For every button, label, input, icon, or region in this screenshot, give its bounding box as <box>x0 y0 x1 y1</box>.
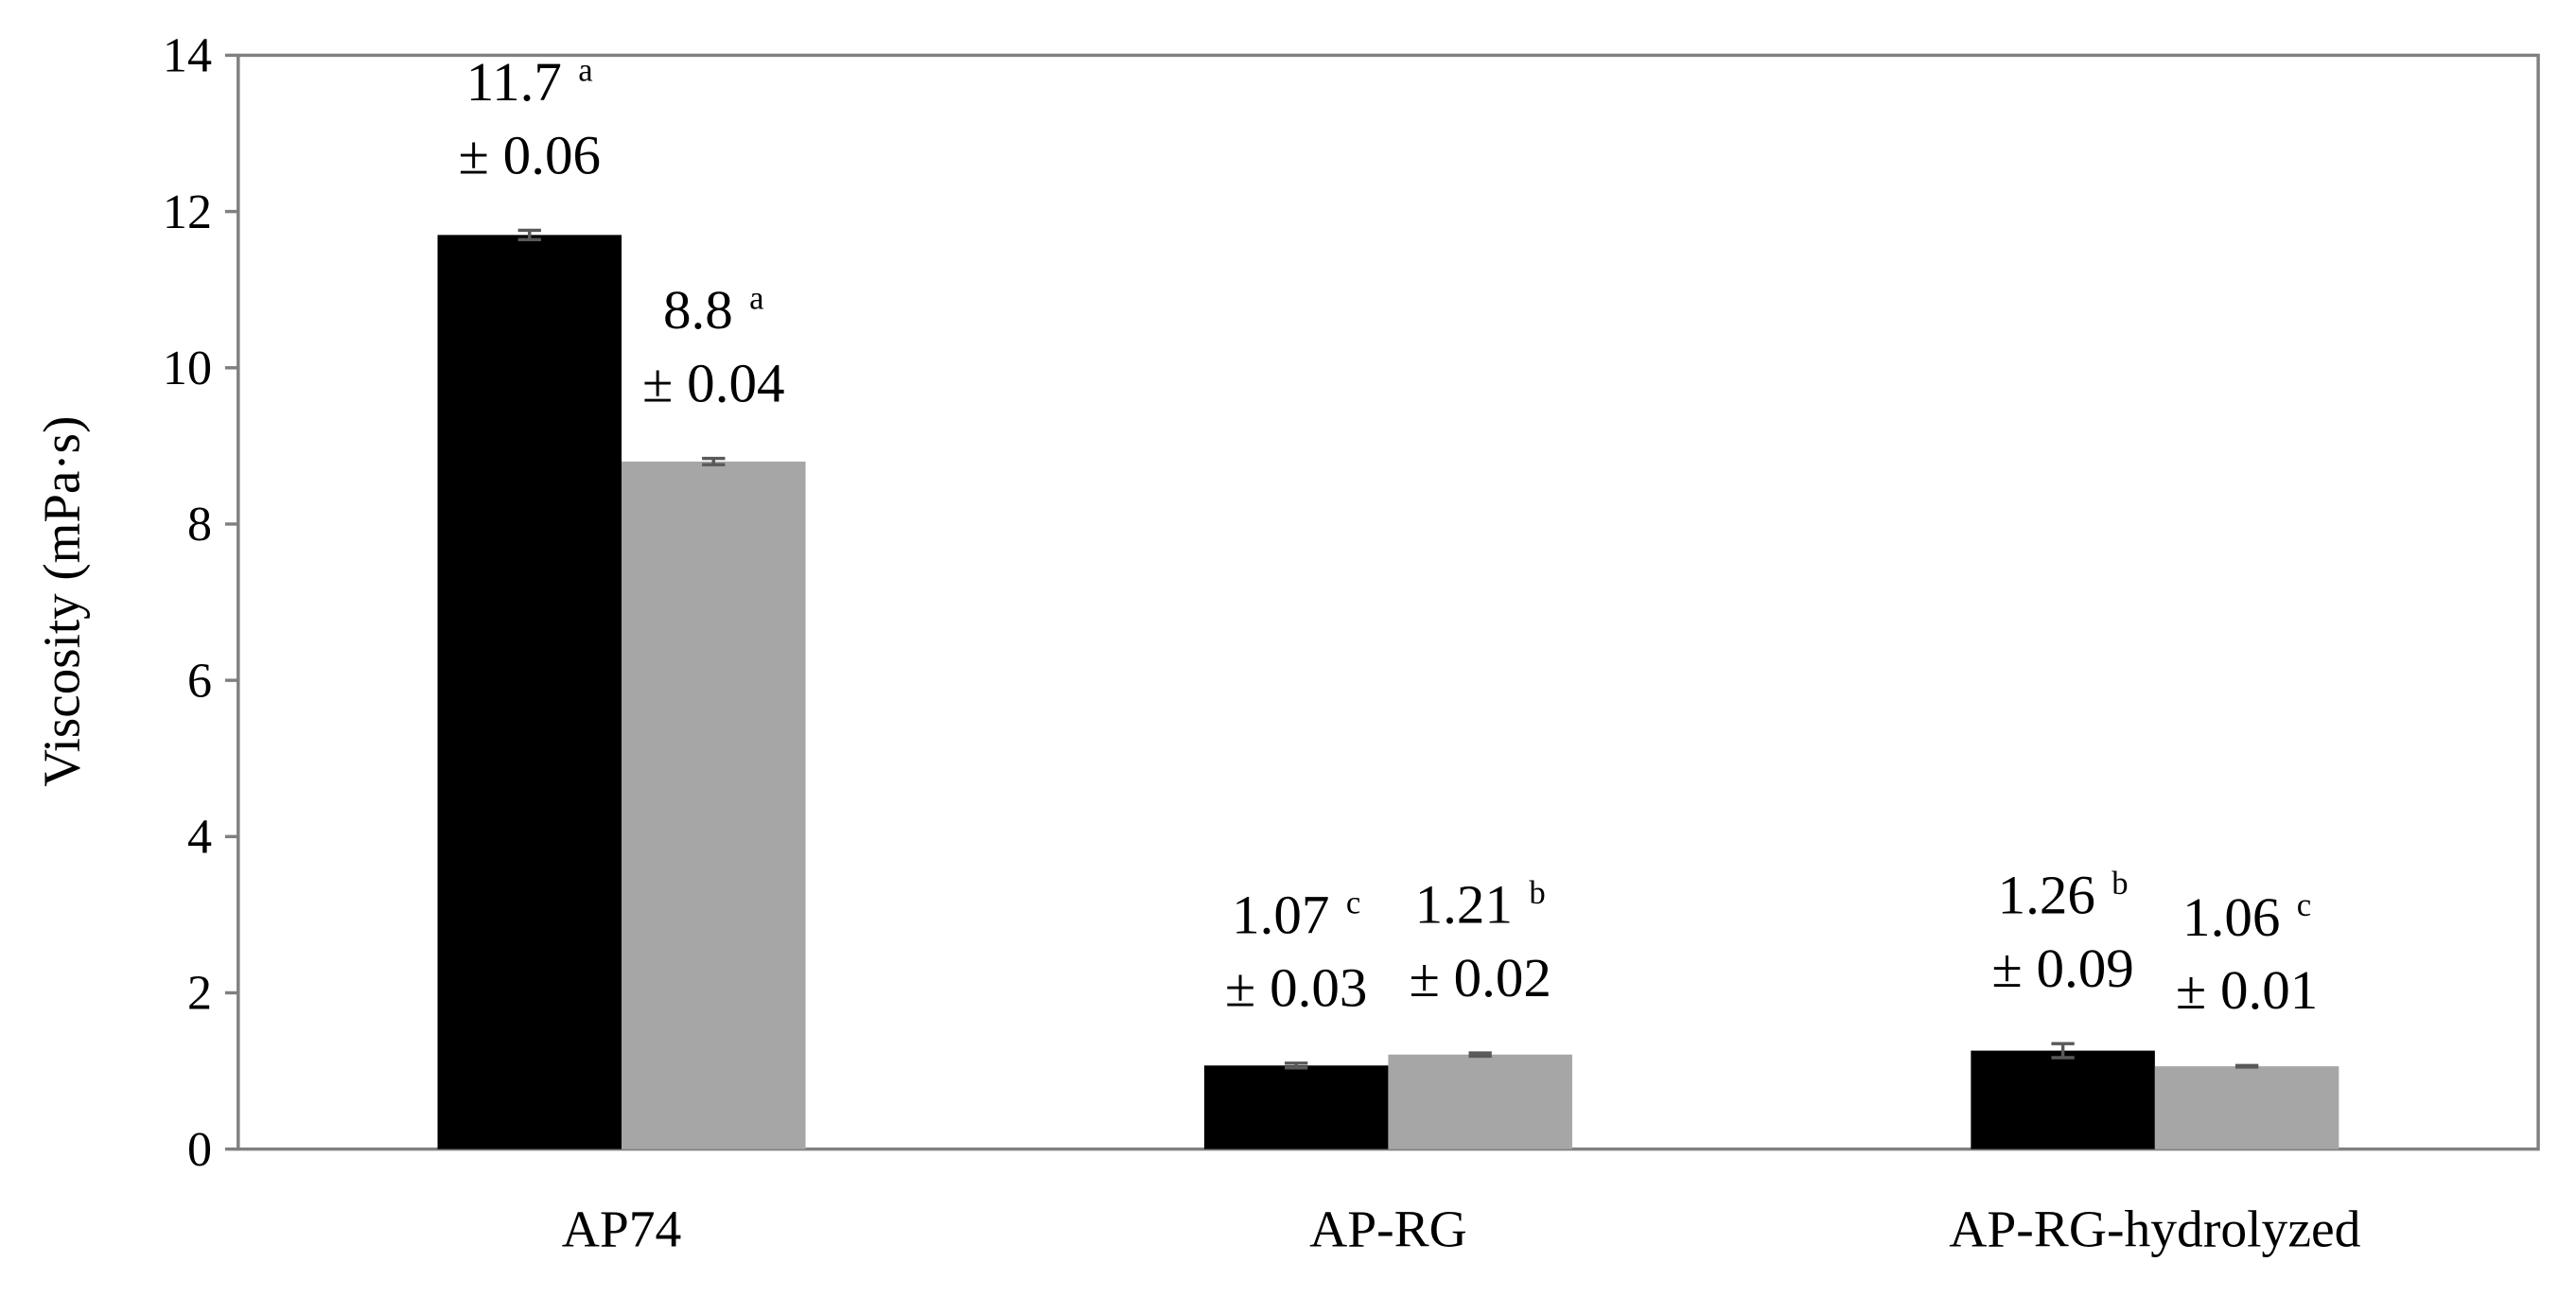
significance-letter: b <box>1529 875 1545 911</box>
error-bar <box>1285 1061 1308 1070</box>
y-tick-label: 14 <box>163 29 212 83</box>
bar <box>1203 1065 1389 1149</box>
bar <box>1971 1050 2155 1149</box>
y-tick-label: 8 <box>187 498 212 552</box>
error-label: ± 0.02 <box>1409 947 1551 1008</box>
value-number: 1.07 <box>1232 885 1329 946</box>
y-tick-label: 12 <box>163 185 212 239</box>
value-number: 11.7 <box>466 51 562 113</box>
value-label: 8.8 a <box>663 279 764 341</box>
x-tick-label: AP-RG <box>1309 1201 1467 1258</box>
value-number: 1.06 <box>2182 886 2280 948</box>
error-label: ± 0.04 <box>642 353 784 414</box>
value-label: 1.21 b <box>1415 874 1546 936</box>
error-label: ± 0.06 <box>459 125 601 186</box>
significance-letter: a <box>749 281 763 317</box>
error-bar <box>517 228 541 242</box>
value-label: 11.7 a <box>466 51 593 113</box>
significance-letter: a <box>578 53 592 89</box>
y-axis-label: Viscosity (mPa·s) <box>32 416 90 787</box>
value-label: 1.07 c <box>1232 885 1360 946</box>
error-label: ± 0.09 <box>1991 938 2133 999</box>
significance-letter: c <box>1346 885 1360 921</box>
bar <box>2154 1066 2339 1149</box>
y-tick-label: 6 <box>187 655 212 709</box>
value-label: 1.26 b <box>1998 865 2129 926</box>
bar <box>622 461 806 1149</box>
y-tick-label: 10 <box>163 342 212 395</box>
value-number: 1.21 <box>1415 874 1513 936</box>
x-tick-label: AP74 <box>562 1201 682 1258</box>
error-label: ± 0.03 <box>1225 957 1367 1019</box>
value-label: 1.06 c <box>2182 886 2311 948</box>
x-tick-label: AP-RG-hydrolyzed <box>1949 1201 2360 1258</box>
error-label: ± 0.01 <box>2176 959 2318 1021</box>
significance-letter: c <box>2297 887 2311 923</box>
y-tick-label: 2 <box>187 967 212 1021</box>
y-tick-label: 0 <box>187 1123 212 1177</box>
significance-letter: b <box>2112 866 2128 902</box>
error-bar <box>2051 1042 2075 1060</box>
bar <box>437 235 622 1149</box>
bar <box>1388 1054 1572 1149</box>
value-number: 8.8 <box>663 279 733 341</box>
value-number: 1.26 <box>1998 865 2095 926</box>
y-tick-label: 4 <box>187 811 212 865</box>
error-bar <box>1468 1051 1492 1059</box>
error-bar <box>2234 1063 2259 1069</box>
error-bar <box>702 456 726 466</box>
